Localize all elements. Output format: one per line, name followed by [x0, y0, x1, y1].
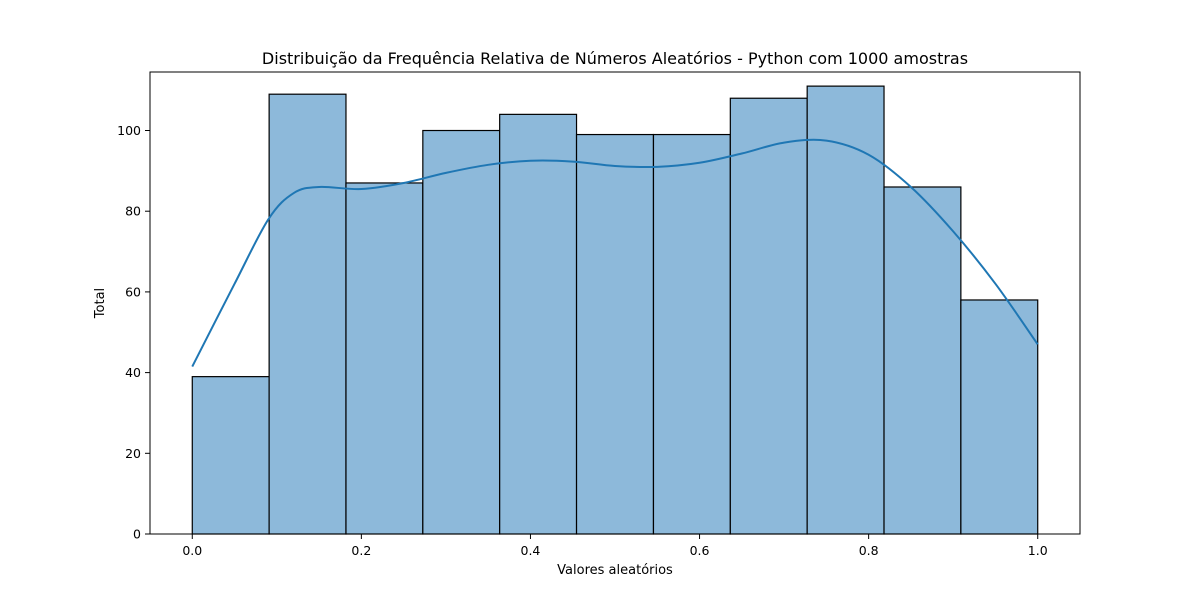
x-tick-label-5: 1.0 — [1028, 543, 1048, 558]
chart-title: Distribuição da Frequência Relativa de N… — [262, 49, 968, 68]
plot-frame — [149, 71, 1081, 535]
x-tick-label-3: 0.6 — [690, 543, 710, 558]
bars-layer — [191, 85, 1039, 535]
x-axis-ticks: 0.0 0.2 0.4 0.6 0.8 1.0 — [182, 534, 1048, 558]
y-tick-label-3: 60 — [125, 284, 141, 299]
histogram-bar-6 — [652, 133, 731, 535]
y-axis-ticks: 0 20 40 60 80 100 — [117, 123, 150, 542]
y-tick-label-4: 80 — [125, 204, 141, 219]
kde-line — [191, 138, 1039, 368]
histogram-bar-9 — [883, 186, 962, 535]
y-tick-label-2: 40 — [125, 365, 141, 380]
x-tick-label-2: 0.4 — [521, 543, 541, 558]
histogram-bar-1 — [268, 93, 347, 535]
histogram-bar-5 — [575, 133, 655, 535]
x-axis-title: Valores aleatórios — [557, 563, 673, 578]
y-tick-label-5: 100 — [117, 123, 141, 138]
x-tick-label-1: 0.2 — [351, 543, 371, 558]
histogram-bar-3 — [422, 129, 501, 535]
y-tick-label-0: 0 — [133, 527, 141, 542]
y-tick-label-1: 20 — [125, 446, 141, 461]
y-axis-title: Total — [93, 288, 108, 319]
x-tick-label-4: 0.8 — [859, 543, 879, 558]
histogram-bar-8 — [806, 85, 885, 535]
histogram-bar-10 — [960, 299, 1039, 535]
histogram-bar-7 — [729, 97, 808, 535]
histogram-bar-4 — [499, 113, 578, 535]
histogram-bar-0 — [191, 376, 270, 535]
histogram-bar-2 — [345, 182, 424, 535]
x-tick-label-0: 0.0 — [182, 543, 202, 558]
